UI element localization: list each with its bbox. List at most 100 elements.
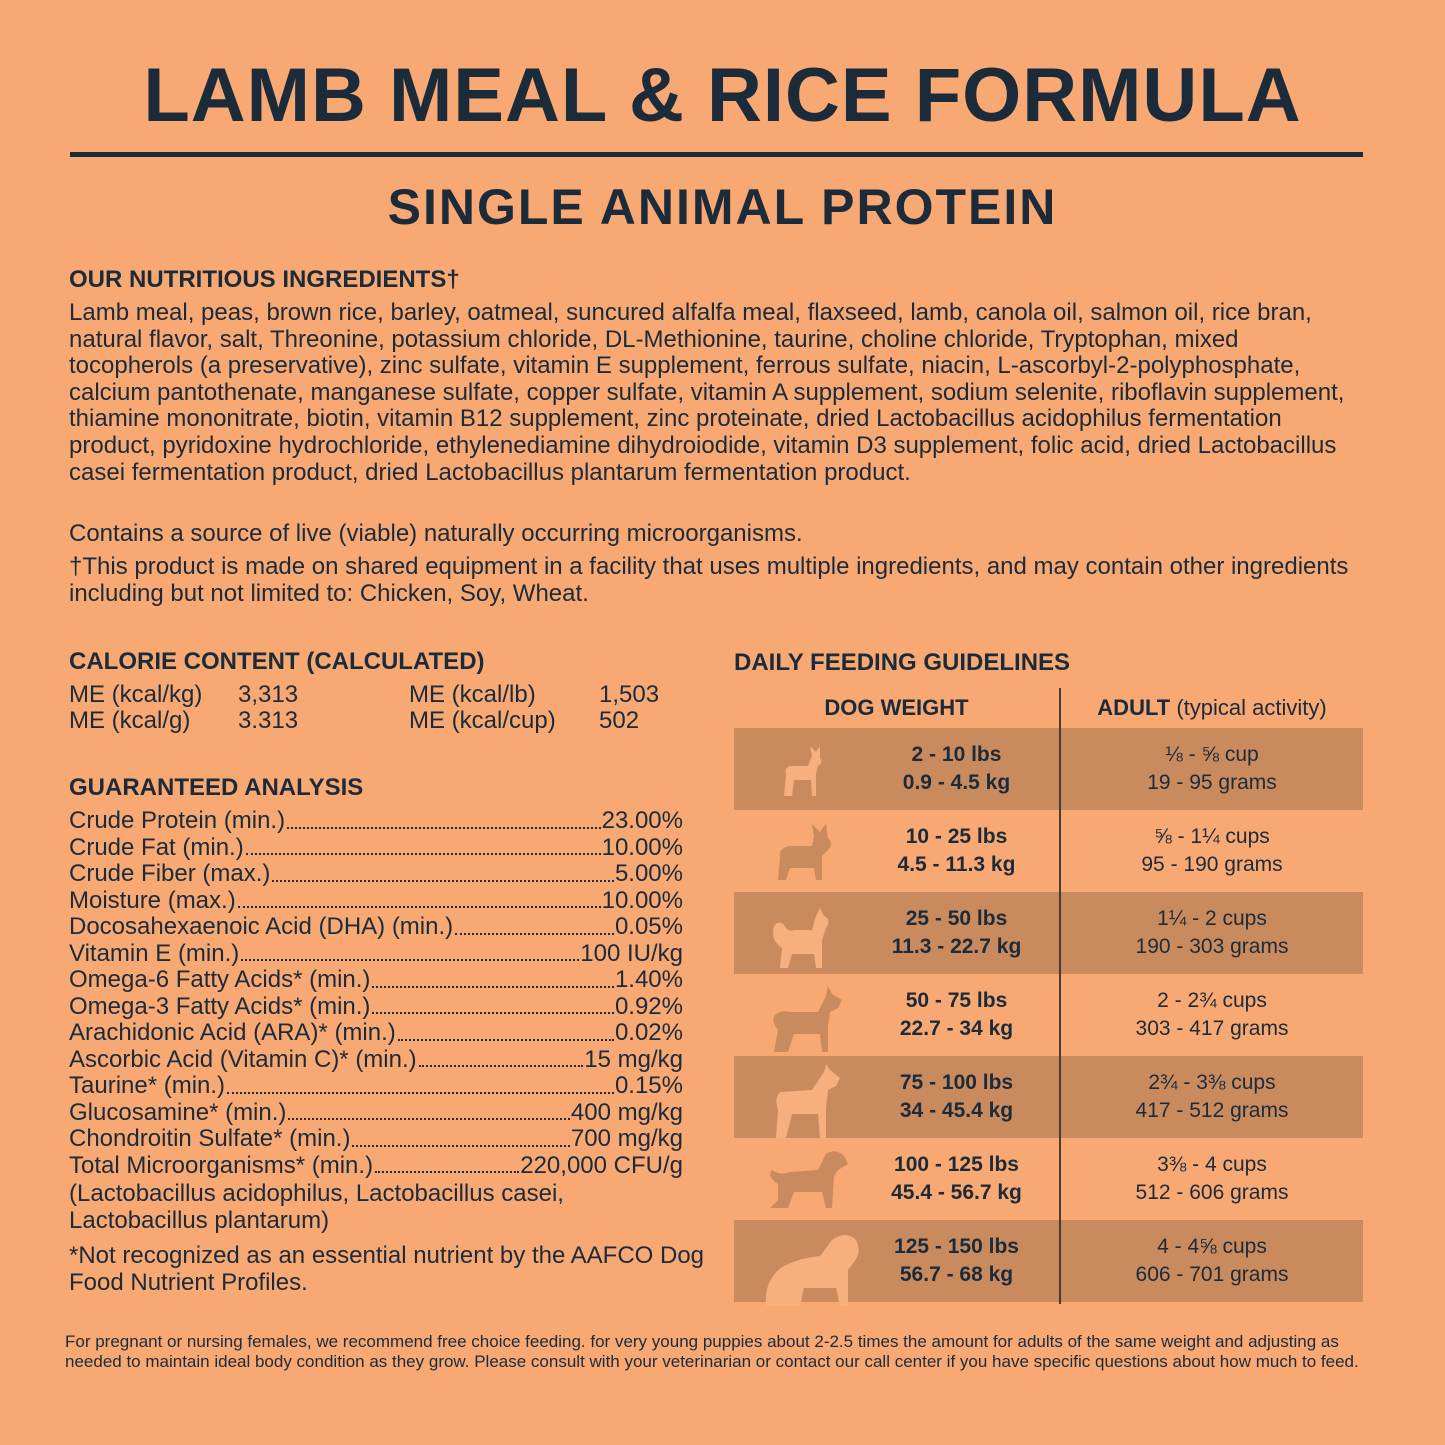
calorie-label: ME (kcal/kg) — [69, 681, 203, 708]
analysis-value: 23.00% — [601, 807, 683, 834]
analysis-row: Omega-3 Fatty Acids* (min.) 0.92% — [69, 992, 683, 1021]
chihuahua-icon — [784, 746, 822, 796]
analysis-value: 220,000 CFU/g — [520, 1151, 683, 1179]
page-title: LAMB MEAL & RICE FORMULA — [143, 53, 1302, 138]
column-header-adult: ADULT (typical activity) — [1061, 688, 1363, 728]
analysis-label: Glucosamine* (min.) — [69, 1098, 287, 1126]
shared-equipment-note: †This product is made on shared equipmen… — [69, 553, 1349, 607]
weight-lbs: 25 - 50 lbs — [905, 907, 1008, 930]
analysis-label: Ascorbic Acid (Vitamin C)* (min.) — [69, 1045, 417, 1073]
great-dane-icon — [776, 1064, 840, 1138]
dot-leader — [352, 1126, 570, 1147]
dot-leader — [372, 967, 614, 988]
dot-leader — [227, 1073, 614, 1094]
column-divider — [1059, 688, 1061, 1304]
analysis-label: Crude Protein (min.) — [69, 807, 286, 834]
analysis-row: Chondroitin Sulfate* (min.) 700 mg/kg — [69, 1125, 683, 1153]
feeding-row: 2 - 10 lbs 0.9 - 4.5 kg ⅛ - ⅝ cup 19 - 95 … — [734, 728, 1363, 810]
analysis-label: Chondroitin Sulfate* (min.) — [69, 1125, 351, 1152]
amount-grams: 95 - 190 grams — [1141, 853, 1283, 876]
amount-cups: 4 - 4⅝ cups — [1157, 1235, 1267, 1258]
calorie-value: 1,503 — [599, 681, 660, 708]
weight-kg: 22.7 - 34 kg — [899, 1017, 1014, 1040]
dog-weight: 75 - 100 lbs 34 - 45.4 kg — [874, 1069, 1039, 1125]
amount-grams: 606 - 701 grams — [1135, 1263, 1289, 1286]
analysis-row: Omega-6 Fatty Acids* (min.) 1.40% — [69, 966, 683, 994]
weight-lbs: 75 - 100 lbs — [899, 1071, 1014, 1094]
analysis-label: Omega-6 Fatty Acids* (min.) — [69, 966, 371, 993]
calorie-label: ME (kcal/cup) — [409, 707, 556, 734]
page-subtitle: SINGLE ANIMAL PROTEIN — [387, 179, 1058, 235]
amount-grams: 417 - 512 grams — [1135, 1099, 1289, 1122]
feeding-amount: ⅛ - ⅝ cup 19 - 95 grams — [1061, 741, 1363, 797]
analysis-list: Crude Protein (min.) 23.00% Crude Fat (min… — [69, 807, 683, 1180]
analysis-row: Crude Fat (min.) 10.00% — [69, 833, 683, 862]
calorie-value: 3.313 — [238, 707, 299, 734]
feeding-amount: ⅝ - 1¼ cups 95 - 190 grams — [1061, 823, 1363, 879]
analysis-row: Total Microorganisms* (min.) 220,000 CFU/… — [69, 1151, 683, 1180]
weight-kg: 4.5 - 11.3 kg — [897, 853, 1016, 876]
analysis-label: Omega-3 Fatty Acids* (min.) — [69, 992, 371, 1020]
feeding-footnote: For pregnant or nursing females, we reco… — [65, 1332, 1359, 1371]
live-microorganisms-note: Contains a source of live (viable) natur… — [69, 520, 803, 547]
feeding-row: 125 - 150 lbs 56.7 - 68 kg 4 - 4⅝ cups 606… — [734, 1220, 1363, 1306]
analysis-label: Total Microorganisms* (min.) — [69, 1151, 374, 1179]
analysis-row: Glucosamine* (min.) 400 mg/kg — [69, 1098, 683, 1127]
feeding-row: 50 - 75 lbs 22.7 - 34 kg 2 - 2¾ cups 303 -… — [734, 974, 1363, 1056]
analysis-label: Taurine* (min.) — [69, 1072, 226, 1099]
calorie-value: 502 — [599, 707, 640, 734]
analysis-value: 5.00% — [614, 860, 683, 887]
calorie-label: ME (kcal/lb) — [409, 681, 536, 708]
ingredients-text: Lamb meal, peas, brown rice, barley, oat… — [69, 299, 1345, 486]
analysis-label: Arachidonic Acid (ARA)* (min.) — [69, 1019, 396, 1046]
analysis-label: Vitamin E (min.) — [69, 939, 240, 967]
feeding-amount: 2 - 2¾ cups 303 - 417 grams — [1061, 987, 1363, 1043]
analysis-row: Crude Fiber (max.) 5.00% — [69, 860, 683, 888]
labrador-icon — [770, 1151, 848, 1208]
dog-weight: 125 - 150 lbs 56.7 - 68 kg — [874, 1233, 1039, 1289]
dot-leader — [455, 914, 614, 935]
analysis-label: Crude Fat (min.) — [69, 833, 244, 861]
ingredients-heading: OUR NUTRITIOUS INGREDIENTS† — [69, 266, 460, 293]
weight-kg: 0.9 - 4.5 kg — [902, 771, 1011, 794]
column-header-dog-weight: DOG WEIGHT — [824, 695, 969, 720]
dot-leader — [397, 1020, 614, 1041]
activity-label: (typical activity) — [1170, 695, 1327, 720]
dot-leader — [241, 941, 580, 961]
dot-leader — [375, 1153, 520, 1173]
amount-cups: ⅝ - 1¼ cups — [1154, 825, 1270, 848]
weight-kg: 34 - 45.4 kg — [899, 1099, 1014, 1122]
analysis-row: Vitamin E (min.) 100 IU/kg — [69, 939, 683, 968]
amount-grams: 303 - 417 grams — [1135, 1017, 1289, 1040]
adult-label: ADULT — [1097, 695, 1171, 720]
analysis-heading: GUARANTEED ANALYSIS — [69, 774, 364, 801]
feeding-row: 10 - 25 lbs 4.5 - 11.3 kg ⅝ - 1¼ cups 95 -… — [734, 810, 1363, 892]
amount-cups: 2¾ - 3⅜ cups — [1148, 1071, 1276, 1094]
dot-leader — [372, 994, 614, 1014]
dog-weight: 10 - 25 lbs 4.5 - 11.3 kg — [874, 823, 1039, 879]
analysis-row: Moisture (max.) 10.00% — [69, 886, 683, 915]
dog-weight: 25 - 50 lbs 11.3 - 22.7 kg — [874, 905, 1039, 961]
analysis-row: Docosahexaenoic Acid (DHA) (min.) 0.05% — [69, 913, 683, 941]
analysis-value: 10.00% — [601, 886, 683, 914]
calorie-value: 3,313 — [238, 681, 299, 708]
weight-kg: 45.4 - 56.7 kg — [891, 1181, 1022, 1204]
aafco-note: *Not recognized as an essential nutrient… — [69, 1242, 705, 1296]
weight-kg: 56.7 - 68 kg — [899, 1263, 1014, 1286]
dot-leader — [245, 835, 601, 855]
analysis-row: Ascorbic Acid (Vitamin C)* (min.) 15 mg/k… — [69, 1045, 683, 1074]
dot-leader — [418, 1047, 584, 1067]
pit-bull-icon — [773, 986, 842, 1052]
newfoundland-icon — [765, 1235, 859, 1306]
feeding-row: 25 - 50 lbs 11.3 - 22.7 kg 1¼ - 2 cups 190… — [734, 892, 1363, 974]
dog-weight: 2 - 10 lbs 0.9 - 4.5 kg — [874, 741, 1039, 797]
analysis-row: Taurine* (min.) 0.15% — [69, 1072, 683, 1100]
feeding-row: 75 - 100 lbs 34 - 45.4 kg 2¾ - 3⅜ cups 417… — [734, 1056, 1363, 1138]
weight-lbs: 2 - 10 lbs — [911, 743, 1002, 766]
weight-lbs: 125 - 150 lbs — [894, 1235, 1019, 1258]
calorie-heading: CALORIE CONTENT (CALCULATED) — [69, 648, 485, 675]
analysis-value: 700 mg/kg — [570, 1125, 683, 1152]
feeding-amount: 4 - 4⅝ cups 606 - 701 grams — [1061, 1233, 1363, 1289]
dot-leader — [288, 1100, 570, 1120]
dot-leader — [272, 861, 614, 882]
